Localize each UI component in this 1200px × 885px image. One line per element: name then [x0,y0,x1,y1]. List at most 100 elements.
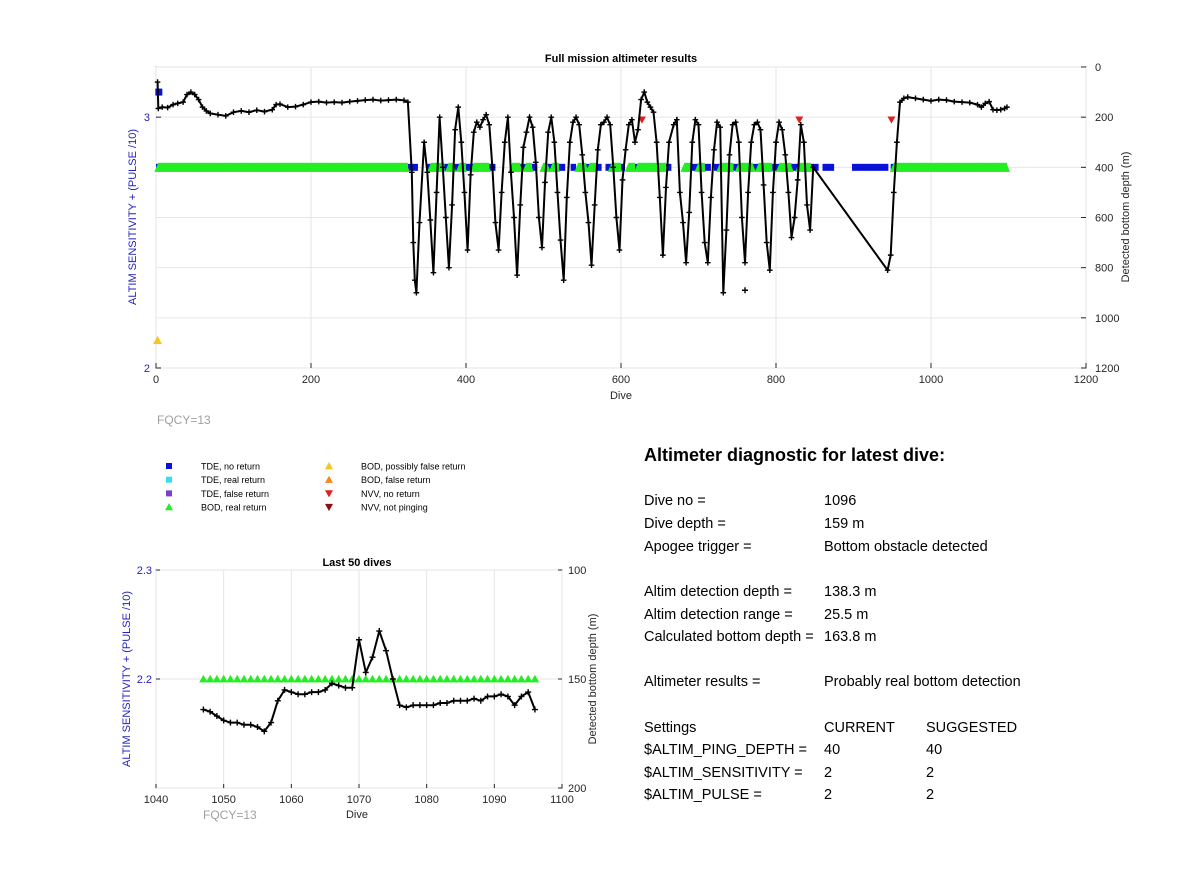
main-depth-point [203,108,210,114]
main-depth-point [421,139,427,146]
main-depth-point [576,121,582,128]
main-depth-point [729,121,736,128]
main-depth-point [656,194,663,201]
tde-no-return-marker [851,163,889,171]
main-depth-point [159,104,165,110]
bod-real-return-marker [239,674,249,683]
main-depth-point [739,214,745,221]
last-50-dives-chart: 1040 1050 1060 1070 1080 1090 1100 100 150 200 2.2… [121,557,599,822]
legend-triangle-down-marker [325,503,333,512]
main-depth-point [736,139,742,146]
main-depth-point [951,98,958,105]
main-depth-point [284,104,291,110]
main-depth-point [393,96,400,103]
small-x-axis-label: Dive [346,809,368,821]
small-depth-point [511,702,518,709]
small-x-tick-label: 1090 [482,794,506,806]
main-depth-point [573,114,579,120]
main-depth-point [791,214,798,221]
setting-suggested-pulse: 2 [926,787,935,803]
main-depth-point [385,97,392,103]
settings-header-suggested: SUGGESTED [926,720,1018,736]
main-depth-point [545,129,551,136]
small-depth-point [471,695,478,702]
bod-real-return-marker-edge [680,162,692,172]
small-right-tick-label: 100 [568,565,586,577]
bod-real-return-marker [246,674,255,683]
main-depth-point [974,101,981,108]
legend-item-label: TDE, real return [201,475,265,485]
tde-no-return-marker [791,163,800,171]
small-depth-point [430,702,437,709]
main-depth-point [686,209,692,216]
bod-real-return-marker [429,674,438,683]
full-mission-chart: 0 200 400 600 800 1000 1200 0 200 400 600 800 1000 12… [127,53,1132,427]
main-depth-point [582,189,589,196]
bod-real-return-marker-edge [455,162,468,172]
main-depth-point [523,129,530,136]
main-depth-point [346,98,353,105]
main-depth-point [339,99,345,106]
small-depth-point [369,654,376,661]
main-depth-point [966,99,973,106]
setting-current-sensitivity: 2 [824,765,833,781]
bod-real-return-marker [354,674,364,683]
small-depth-point [389,676,396,682]
main-depth-point [959,99,965,105]
main-depth-point [495,247,502,253]
main-depth-point [554,189,561,196]
main-depth-point [601,119,607,125]
main-left-axis-label: ALTIM SENSITIVITY + (PULSE /10) [127,129,139,305]
nvv-no-return-marker [795,116,804,124]
bod-real-return-marker [327,674,337,683]
main-depth-point [246,109,252,115]
small-depth-point [328,680,335,687]
bod-real-return-marker [523,674,533,683]
main-depth-point [433,189,440,196]
bod-real-return-marker [442,674,452,683]
main-depth-point [591,202,598,208]
main-depth-point [760,182,767,188]
main-depth-point [912,95,919,102]
main-depth-point [480,116,486,123]
main-depth-point [763,239,770,246]
setting-current-pulse: 2 [824,787,833,803]
main-depth-point [486,121,493,128]
bod-real-return-marker [280,674,289,683]
main-depth-point [505,114,511,120]
tde-no-return-marker [772,163,780,171]
main-depth-point [300,101,307,108]
main-depth-point [207,110,214,117]
main-depth-point [708,194,714,201]
bod-real-return-marker [348,674,357,683]
small-depth-point [335,682,342,689]
main-depth-point [695,121,702,128]
small-depth-point [376,628,383,635]
main-depth-point [526,114,533,120]
small-depth-point [247,721,254,728]
main-depth-point [458,139,465,146]
main-depth-point [377,97,384,104]
main-depth-point [470,129,477,136]
main-depth-point [370,96,376,103]
small-depth-point [274,697,281,704]
settings-header-label: Settings [644,720,697,736]
small-depth-point [464,697,471,704]
main-depth-point [199,104,206,110]
main-depth-point [508,169,514,176]
small-x-tick-label: 1040 [144,794,168,806]
tde-no-return-marker [605,163,612,171]
main-depth-point [677,189,683,196]
nvv-no-return-marker [887,116,896,124]
main-depth-point [1004,104,1010,110]
main-depth-point [711,146,717,153]
main-depth-point [629,116,635,123]
bod-real-return-marker [415,674,425,683]
main-depth-point [641,89,648,95]
main-depth-point [757,126,764,133]
small-right-tick-label: 200 [568,783,586,795]
small-x-tick-label: 1050 [211,794,235,806]
main-depth-point [455,104,462,110]
main-right-axis-label: Detected bottom depth (m) [1120,152,1132,283]
